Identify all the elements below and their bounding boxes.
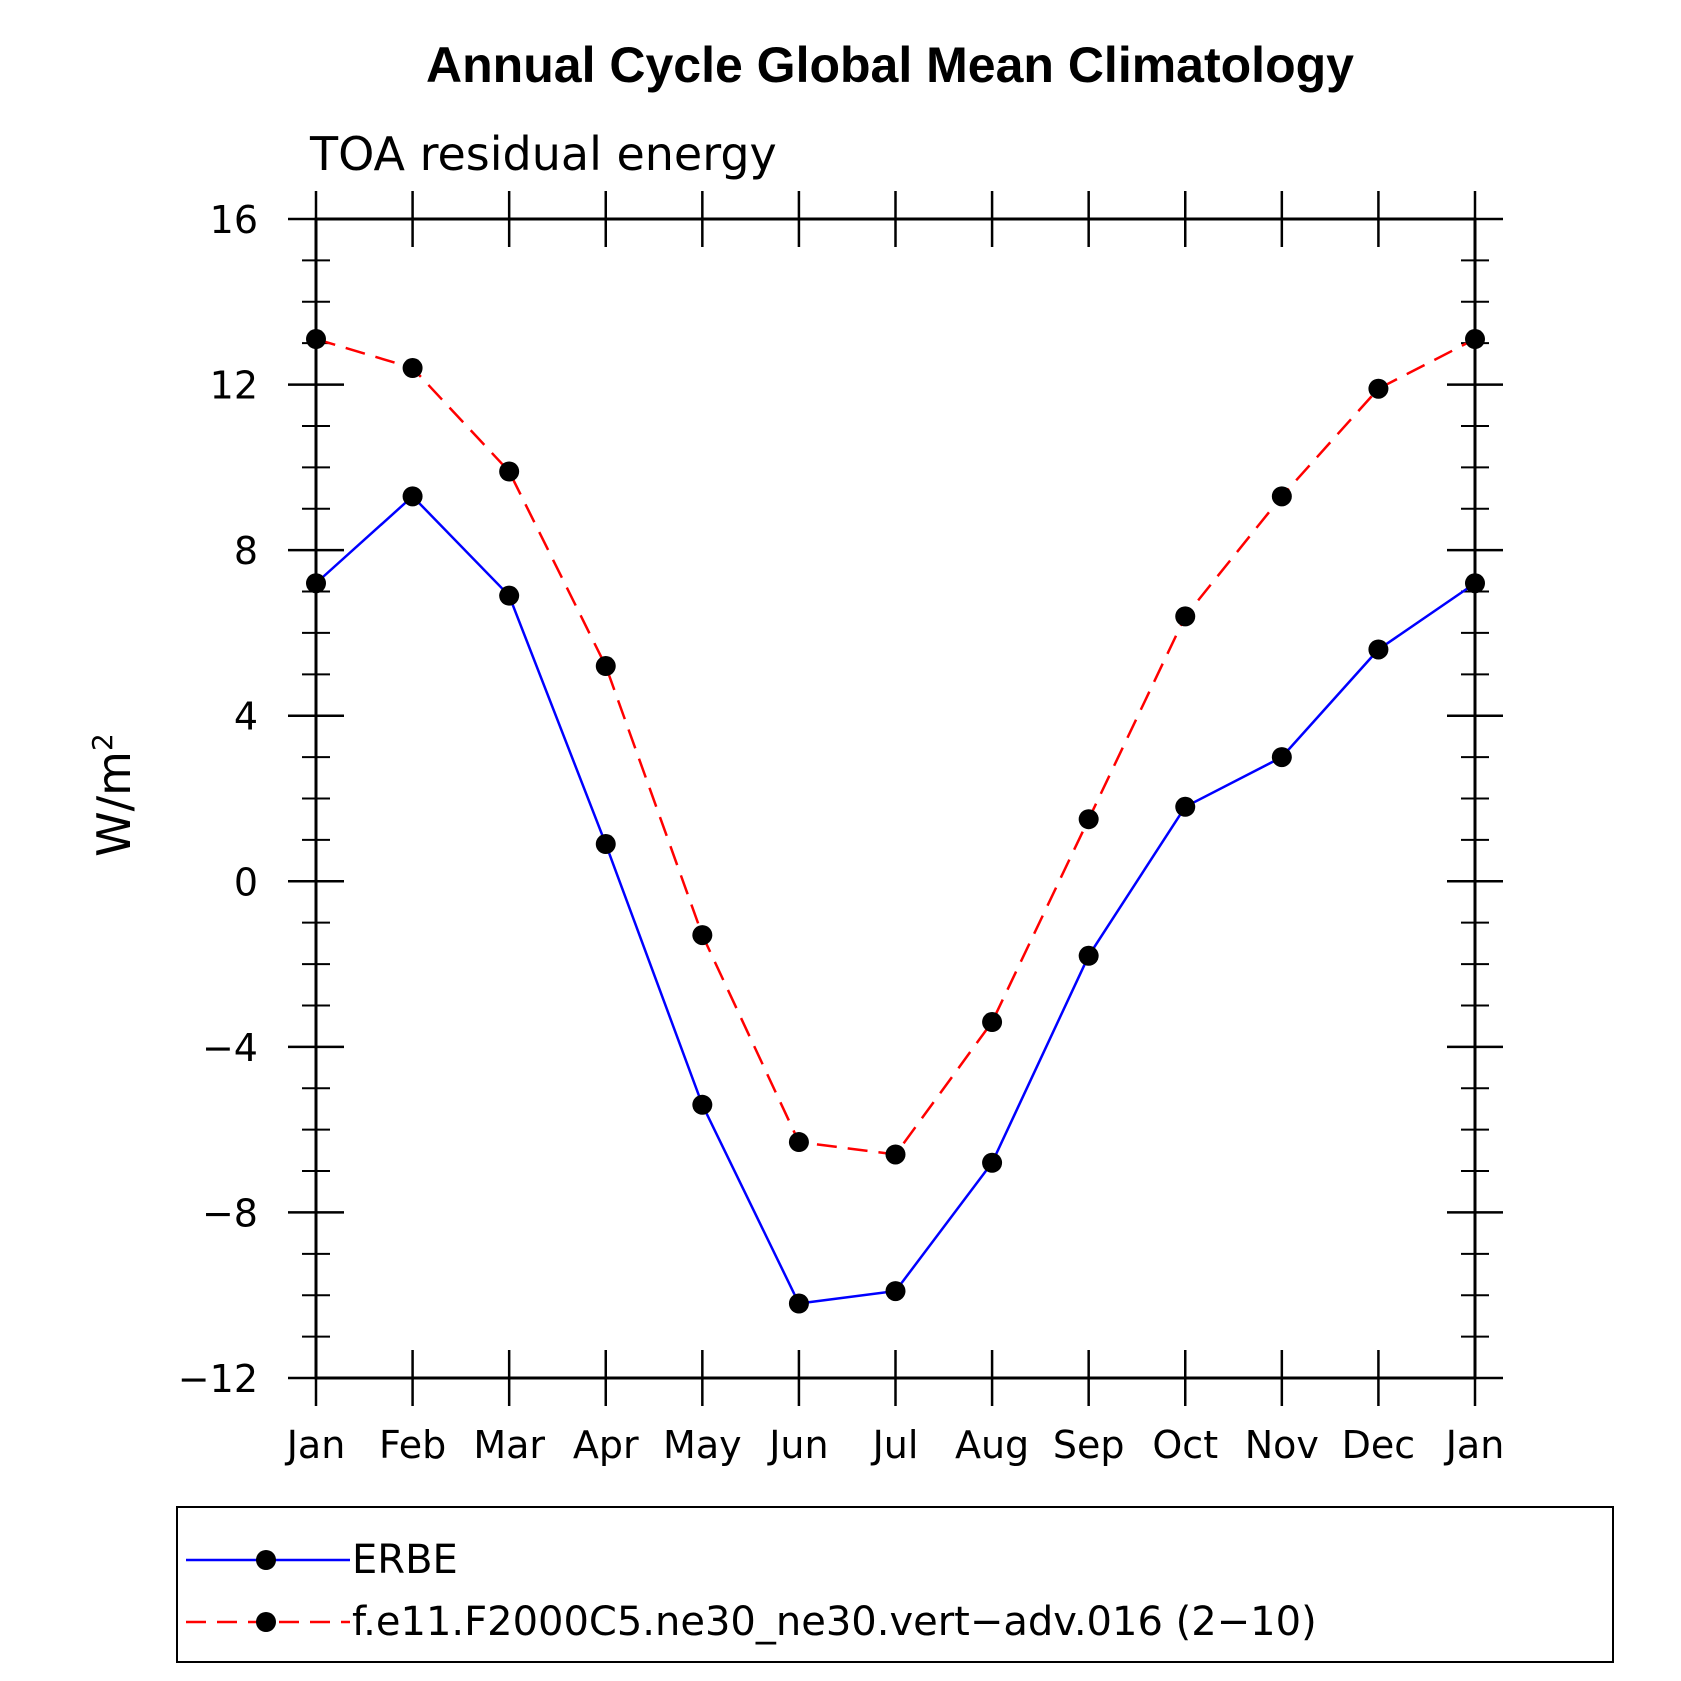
data-point-series-2: [788, 1132, 809, 1153]
y-tick-label: 0: [234, 860, 258, 904]
data-point-series-1: [1175, 796, 1196, 817]
data-point-series-1: [499, 585, 520, 606]
data-point-series-2: [1078, 809, 1099, 830]
x-tick-label: Oct: [1152, 1423, 1218, 1467]
data-point-series-2: [1368, 378, 1389, 399]
data-point-series-2: [692, 925, 713, 946]
legend-box: [176, 1506, 1614, 1663]
chart-subtitle: TOA residual energy: [309, 127, 777, 181]
y-tick-label: −12: [178, 1357, 258, 1401]
x-tick-label: Dec: [1342, 1423, 1416, 1467]
x-tick-label: May: [663, 1423, 742, 1467]
axes: −12 −8 −4 0 4 8 12 16 Jan Feb Mar Apr May Jun Jul Aug Se…: [178, 191, 1504, 1467]
x-tick-label: Jun: [767, 1423, 828, 1467]
legend-marker-1: [256, 1550, 276, 1570]
y-axis-label: W/m2: [86, 733, 141, 857]
data-point-series-1: [982, 1152, 1003, 1173]
plot-frame: [314, 217, 1477, 1380]
data-point-series-1: [692, 1094, 713, 1115]
legend-label-2: f.e11.F2000C5.ne30_ne30.vert−adv.016 (2−…: [352, 1599, 1317, 1645]
data-point-series-1: [1271, 747, 1292, 768]
x-tick-label: Nov: [1245, 1423, 1319, 1467]
x-tick-label: Jul: [871, 1423, 919, 1467]
data-point-series-1: [885, 1281, 906, 1302]
y-tick-label: −4: [202, 1026, 258, 1070]
data-point-series-2: [499, 461, 520, 482]
series-line-1: [315, 494, 1476, 1305]
x-tick-label: Apr: [573, 1423, 639, 1467]
data-point-series-2: [595, 656, 616, 677]
x-tick-label: Jan: [1444, 1423, 1505, 1467]
y-axis-label-superscript: 2: [86, 733, 119, 751]
y-tick-label: −8: [202, 1191, 258, 1235]
y-tick-label: 16: [210, 198, 258, 242]
legend: ERBE f.e11.F2000C5.ne30_ne30.vert−adv.01…: [176, 1506, 1614, 1663]
data-point-series-2: [885, 1144, 906, 1165]
series-layer: [306, 329, 1485, 1314]
data-point-series-1: [788, 1293, 809, 1314]
y-tick-label: 8: [234, 529, 258, 573]
data-point-series-1: [1078, 945, 1099, 966]
data-point-series-2: [1465, 329, 1485, 350]
x-tick-label: Mar: [473, 1423, 545, 1467]
data-point-series-1: [595, 834, 616, 855]
x-tick-label: Jan: [285, 1423, 346, 1467]
data-point-series-1: [1465, 573, 1485, 594]
data-point-series-1: [306, 573, 326, 594]
data-point-series-2: [402, 358, 423, 379]
x-tick-label: Feb: [379, 1423, 446, 1467]
data-point-series-2: [306, 329, 326, 350]
y-axis-label-unit: W/m: [87, 751, 141, 857]
y-tick-label: 4: [234, 695, 258, 739]
legend-marker-2: [256, 1612, 276, 1632]
data-point-series-2: [982, 1012, 1003, 1033]
data-point-series-1: [1368, 639, 1389, 660]
x-tick-label: Aug: [955, 1423, 1029, 1467]
y-tick-label: 12: [210, 364, 258, 408]
chart-title: Annual Cycle Global Mean Climatology: [426, 37, 1354, 93]
series-line-2: [315, 337, 1476, 1156]
data-point-series-1: [402, 486, 423, 507]
data-point-series-2: [1271, 486, 1292, 507]
legend-label-1: ERBE: [352, 1537, 458, 1583]
x-tick-label: Sep: [1053, 1423, 1125, 1467]
data-point-series-2: [1175, 606, 1196, 627]
